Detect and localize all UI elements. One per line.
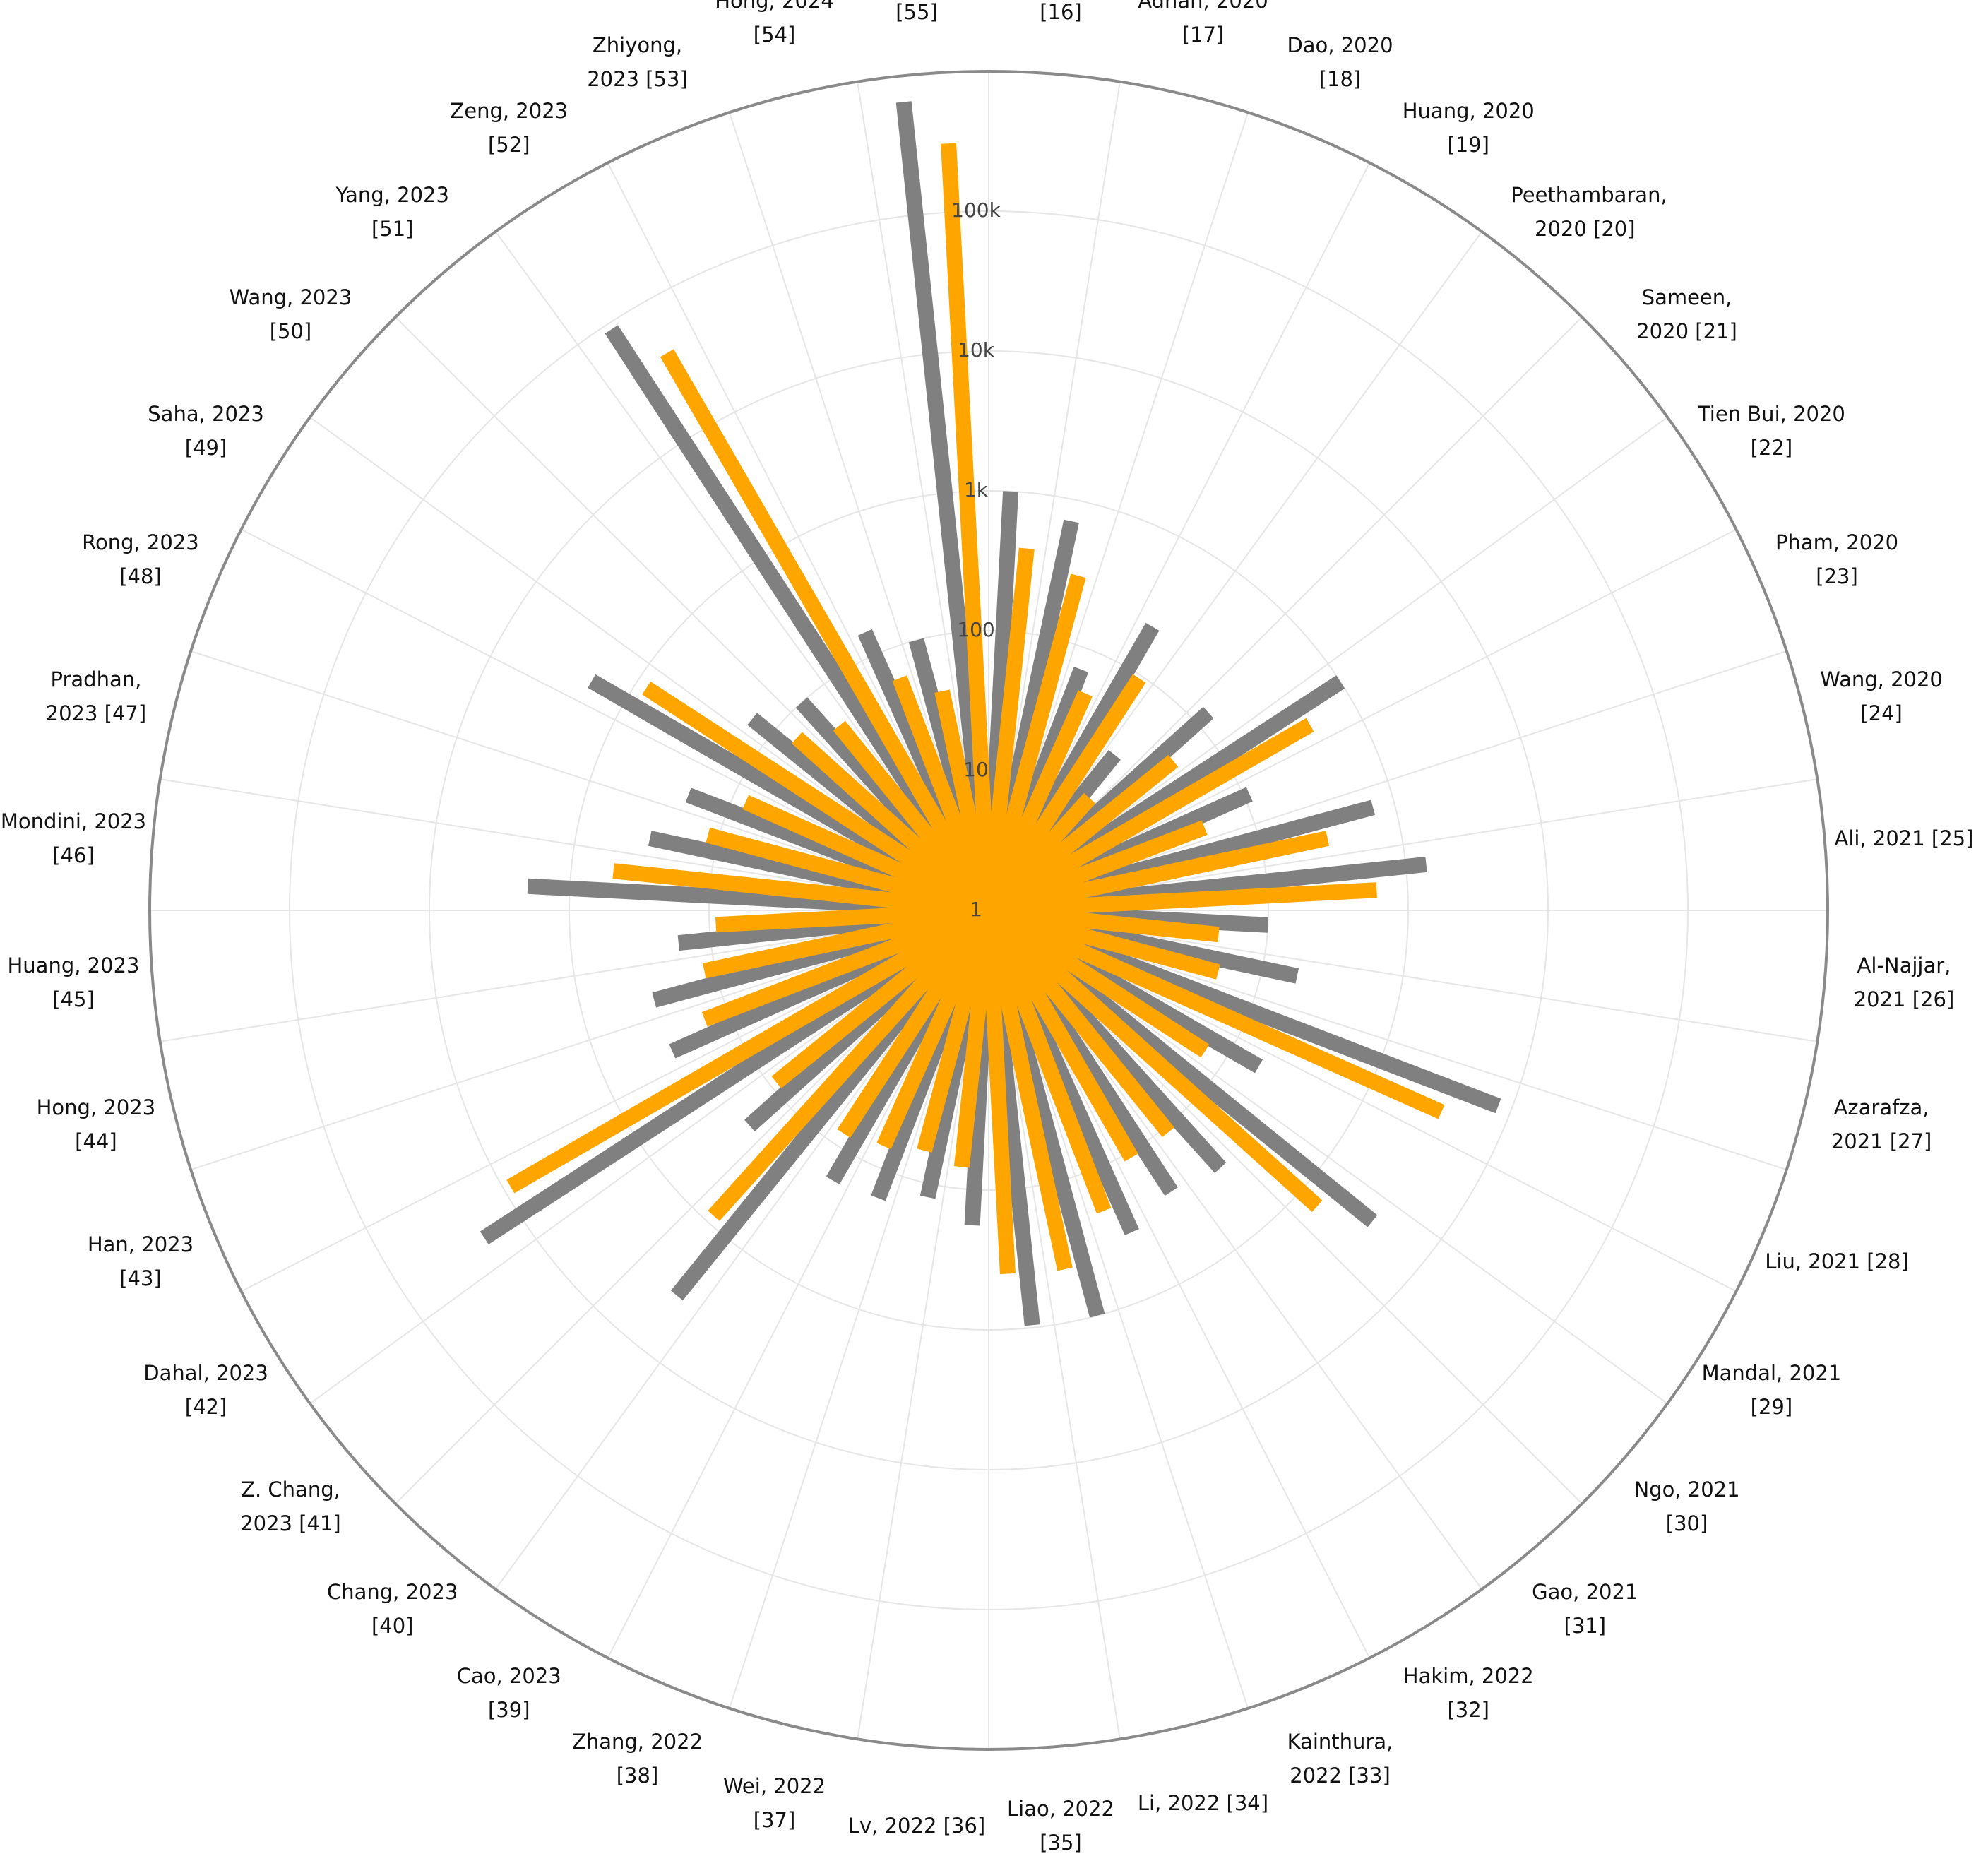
category-label: Pradhan, 2023 [47] (45, 667, 147, 725)
category-label: Achour, 2020 [16] (1040, 0, 1082, 25)
category-label: Ngo, 2021 [30] (1633, 1477, 1740, 1536)
y-tick-label: 100 (957, 618, 994, 641)
bar (987, 903, 1220, 980)
bar (981, 573, 1086, 912)
bar (708, 905, 995, 1221)
bar (984, 718, 1314, 917)
bar (981, 908, 1112, 1214)
category-label: Tien Bui, 2020 [22] (1697, 401, 1845, 460)
category-label: Dao, 2020 [18] (1287, 32, 1393, 91)
bar (986, 903, 1501, 1114)
category-label: Wang, 2020 [24] (1820, 667, 1943, 725)
category-label: Adnan, 2020 [17] (1138, 0, 1268, 47)
bar (982, 906, 1138, 1162)
category-label: Sharma, 2024 [55] (895, 0, 938, 25)
category-label: Zhiyong, 2023 [53] (587, 32, 688, 91)
y-tick-label: 1k (964, 478, 989, 501)
category-label: Zeng, 2023 [52] (450, 98, 569, 157)
category-label: Gao, 2021 [31] (1532, 1579, 1638, 1638)
grid-circle (569, 490, 1409, 1331)
bar (742, 795, 992, 918)
category-label: Lv, 2022 [36] (847, 1813, 986, 1838)
grid-circle (289, 210, 1689, 1610)
bar (981, 547, 1035, 912)
category-label: Z. Chang, 2023 [41] (240, 1477, 341, 1536)
bar (988, 882, 1377, 918)
bar (982, 905, 1174, 1138)
bar (917, 908, 996, 1153)
category-label: Mandal, 2021 [29] (1701, 1361, 1842, 1420)
bar (982, 674, 1146, 915)
outer-circle (148, 70, 1829, 1751)
bar (701, 903, 992, 1027)
category-label: Ali, 2021 [25] (1834, 826, 1974, 850)
bar (981, 908, 1073, 1271)
bar (983, 904, 1323, 1213)
category-label: Mondini, 2023 [46] (0, 809, 147, 867)
bar (981, 910, 1016, 1275)
category-label: Saha, 2023 [49] (148, 401, 264, 460)
category-label: Chang, 2023 [40] (326, 1579, 458, 1638)
category-label: Pham, 2020 [23] (1775, 530, 1899, 588)
bar (985, 903, 1445, 1119)
category-label: Yang, 2023 [51] (335, 183, 449, 242)
category-label: Al-Najjar, 2021 [26] (1853, 953, 1955, 1011)
bar (876, 907, 996, 1150)
category-label: Wei, 2022 [37] (722, 1774, 826, 1833)
bar (837, 906, 996, 1138)
category-label: Sameen, 2020 [21] (1636, 285, 1737, 343)
category-label: Kainthura, 2022 [33] (1287, 1730, 1393, 1788)
category-label: Li, 2022 [34] (1137, 1791, 1269, 1816)
category-label: Wang, 2023 [50] (229, 285, 352, 343)
category-label: Peethambaran, 2020 [20] (1511, 183, 1667, 242)
bar (506, 903, 993, 1194)
category-label: Azarafza, 2021 [27] (1831, 1095, 1932, 1154)
bar (660, 349, 996, 915)
y-tick-label: 10k (958, 338, 995, 362)
category-label: Liu, 2021 [28] (1765, 1249, 1909, 1274)
category-label: Hong, 2023 [44] (36, 1095, 156, 1154)
category-label: Huang, 2023 [45] (7, 953, 140, 1011)
bar (953, 909, 996, 1168)
category-label: Zhang, 2022 [38] (571, 1730, 703, 1788)
bar (981, 690, 1093, 914)
category-label: Han, 2023 [43] (87, 1232, 194, 1291)
bar (987, 903, 1220, 943)
category-label: Hakim, 2022 [32] (1403, 1664, 1534, 1723)
category-label: Dahal, 2023 [42] (143, 1361, 268, 1420)
bar (941, 143, 996, 911)
bar (642, 681, 993, 917)
bar (706, 827, 991, 918)
category-label: Huang, 2020 [19] (1402, 98, 1535, 157)
bar (987, 831, 1330, 918)
bar (527, 878, 989, 918)
category-label: Cao, 2023 [39] (456, 1664, 561, 1723)
category-label: Liao, 2022 [35] (1007, 1796, 1114, 1855)
grid-circle (708, 630, 1269, 1191)
bar (984, 903, 1210, 1058)
bar (612, 863, 990, 918)
bar (984, 754, 1179, 917)
category-label: Rong, 2023 [48] (82, 530, 199, 588)
grid-circle (429, 350, 1549, 1470)
bar (771, 904, 994, 1089)
y-tick-label: 10 (963, 758, 989, 781)
bar (833, 720, 995, 915)
bar (792, 732, 994, 917)
category-label: Hong, 2024 [54] (715, 0, 834, 47)
y-tick-label: 1 (970, 898, 982, 921)
y-tick-label: 100k (951, 198, 1001, 222)
